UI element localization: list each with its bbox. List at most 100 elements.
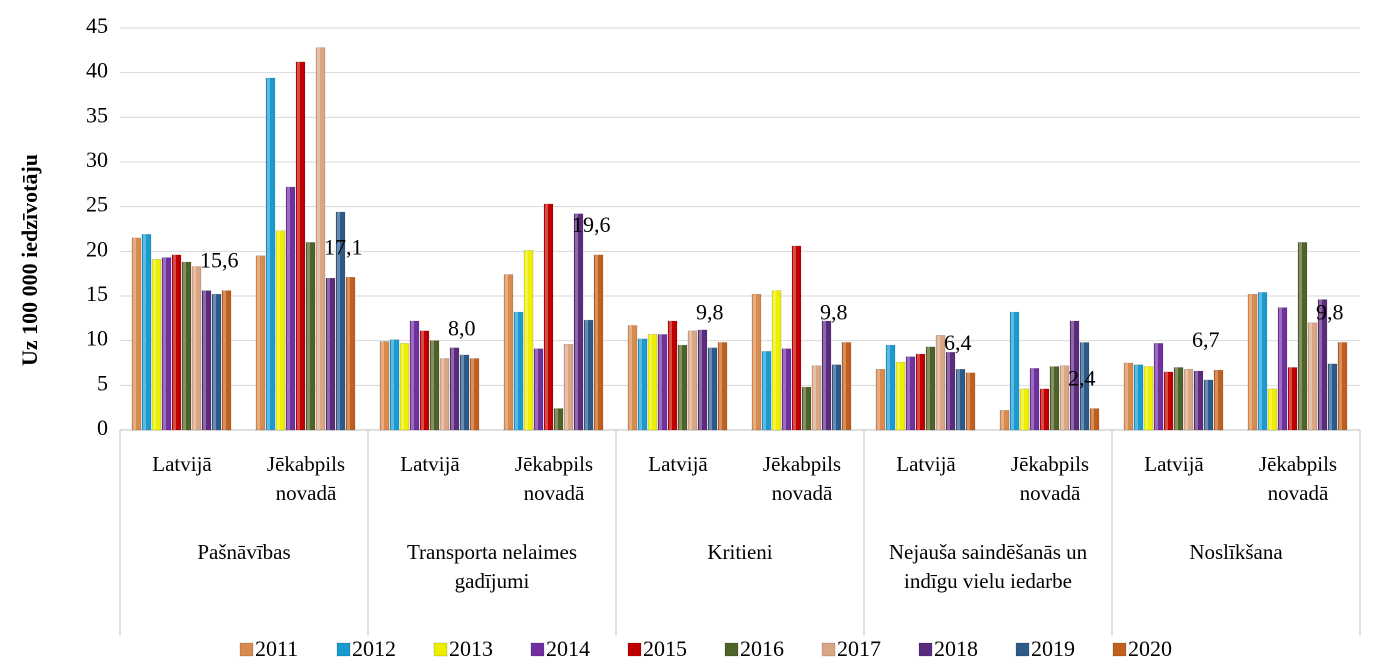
bar-highlight	[957, 369, 960, 430]
bar	[221, 290, 232, 431]
y-tick-label: 25	[86, 192, 108, 217]
bar-highlight	[153, 259, 156, 430]
bar	[771, 290, 782, 431]
bar-highlight	[699, 329, 702, 430]
bar	[161, 257, 172, 431]
bar-highlight	[823, 321, 826, 430]
bar	[573, 213, 584, 431]
bar	[563, 343, 574, 431]
bar-highlight	[1215, 370, 1218, 430]
bar	[697, 329, 708, 431]
bar	[419, 330, 430, 431]
bar-highlight	[173, 254, 176, 430]
bar-highlight	[317, 47, 320, 431]
bar	[1337, 342, 1348, 431]
bar	[1069, 320, 1080, 431]
bar-highlight	[1125, 363, 1128, 430]
legend-swatch	[1015, 642, 1030, 657]
bar	[459, 354, 470, 431]
legend-label: 2020	[1128, 636, 1172, 661]
bar-highlight	[937, 335, 940, 430]
bar	[1079, 342, 1090, 431]
y-tick-label: 35	[86, 102, 108, 127]
bar	[523, 250, 534, 431]
legend-label: 2014	[546, 636, 590, 661]
bar	[275, 230, 286, 431]
bar-highlight	[907, 356, 910, 430]
bar	[895, 361, 906, 431]
bar	[503, 274, 514, 431]
bar-highlight	[277, 230, 280, 430]
y-tick-label: 30	[86, 147, 108, 172]
bar-highlight	[203, 290, 206, 430]
bar-highlight	[1021, 388, 1024, 430]
bar-highlight	[431, 340, 434, 430]
bar-highlight	[223, 290, 226, 430]
bar-highlight	[257, 255, 260, 430]
bar	[295, 61, 306, 431]
bar	[1049, 366, 1060, 431]
x-tick-label: Jēkabpils novadā	[1258, 452, 1338, 505]
x-tick-label: Jēkabpils novadā	[514, 452, 594, 505]
bar-highlight	[1185, 369, 1188, 430]
bar-highlight	[833, 364, 836, 430]
bar-highlight	[679, 345, 682, 430]
legend-label: 2013	[449, 636, 493, 661]
data-label: 8,0	[448, 316, 476, 341]
data-label: 9,8	[1316, 300, 1344, 325]
bar-highlight	[347, 277, 350, 430]
bar-highlight	[1041, 388, 1044, 430]
bar-highlight	[297, 61, 300, 431]
bar	[315, 47, 326, 431]
bar-highlight	[525, 250, 528, 430]
bar-highlight	[669, 321, 672, 430]
bar	[885, 344, 896, 431]
bar	[543, 203, 554, 431]
bar	[399, 343, 410, 431]
bar	[181, 261, 192, 431]
bar	[821, 320, 832, 431]
bar	[1183, 369, 1194, 431]
bar	[1123, 362, 1134, 431]
bar-highlight	[689, 330, 692, 430]
bar-highlight	[461, 354, 464, 430]
bar-highlight	[565, 344, 568, 430]
bar	[1143, 366, 1154, 431]
legend-swatch	[239, 642, 254, 657]
bar-highlight	[183, 262, 186, 430]
bar	[409, 320, 420, 431]
bar	[325, 277, 336, 431]
bar	[1257, 292, 1268, 431]
bar-highlight	[143, 234, 146, 430]
y-tick-label: 15	[86, 281, 108, 306]
bar	[955, 369, 966, 431]
bar-highlight	[813, 365, 816, 430]
bar-highlight	[585, 320, 588, 430]
bar-highlight	[1145, 366, 1148, 430]
y-tick-label: 40	[86, 58, 108, 83]
y-axis-label: Uz 100 000 iedzīvotāju	[17, 154, 42, 366]
bar	[999, 410, 1010, 431]
bar	[751, 293, 762, 431]
bar-highlight	[401, 343, 404, 430]
bar-highlight	[659, 334, 662, 430]
bar	[151, 259, 162, 431]
bar-highlight	[887, 345, 890, 430]
bar-highlight	[595, 254, 598, 430]
bar-highlight	[709, 347, 712, 430]
legend-swatch	[821, 642, 836, 657]
legend-label: 2015	[643, 636, 687, 661]
bar-highlight	[193, 266, 196, 430]
bar	[131, 237, 142, 431]
bar	[345, 276, 356, 431]
group-label: Pašnāvības	[197, 540, 291, 564]
y-tick-label: 10	[86, 326, 108, 351]
bar-highlight	[917, 354, 920, 430]
bar-highlight	[1071, 321, 1074, 430]
bar-highlight	[1339, 342, 1342, 430]
bar	[211, 293, 222, 431]
bar	[657, 334, 668, 431]
bar	[841, 342, 852, 431]
x-tick-label: Latvijā	[152, 452, 212, 476]
